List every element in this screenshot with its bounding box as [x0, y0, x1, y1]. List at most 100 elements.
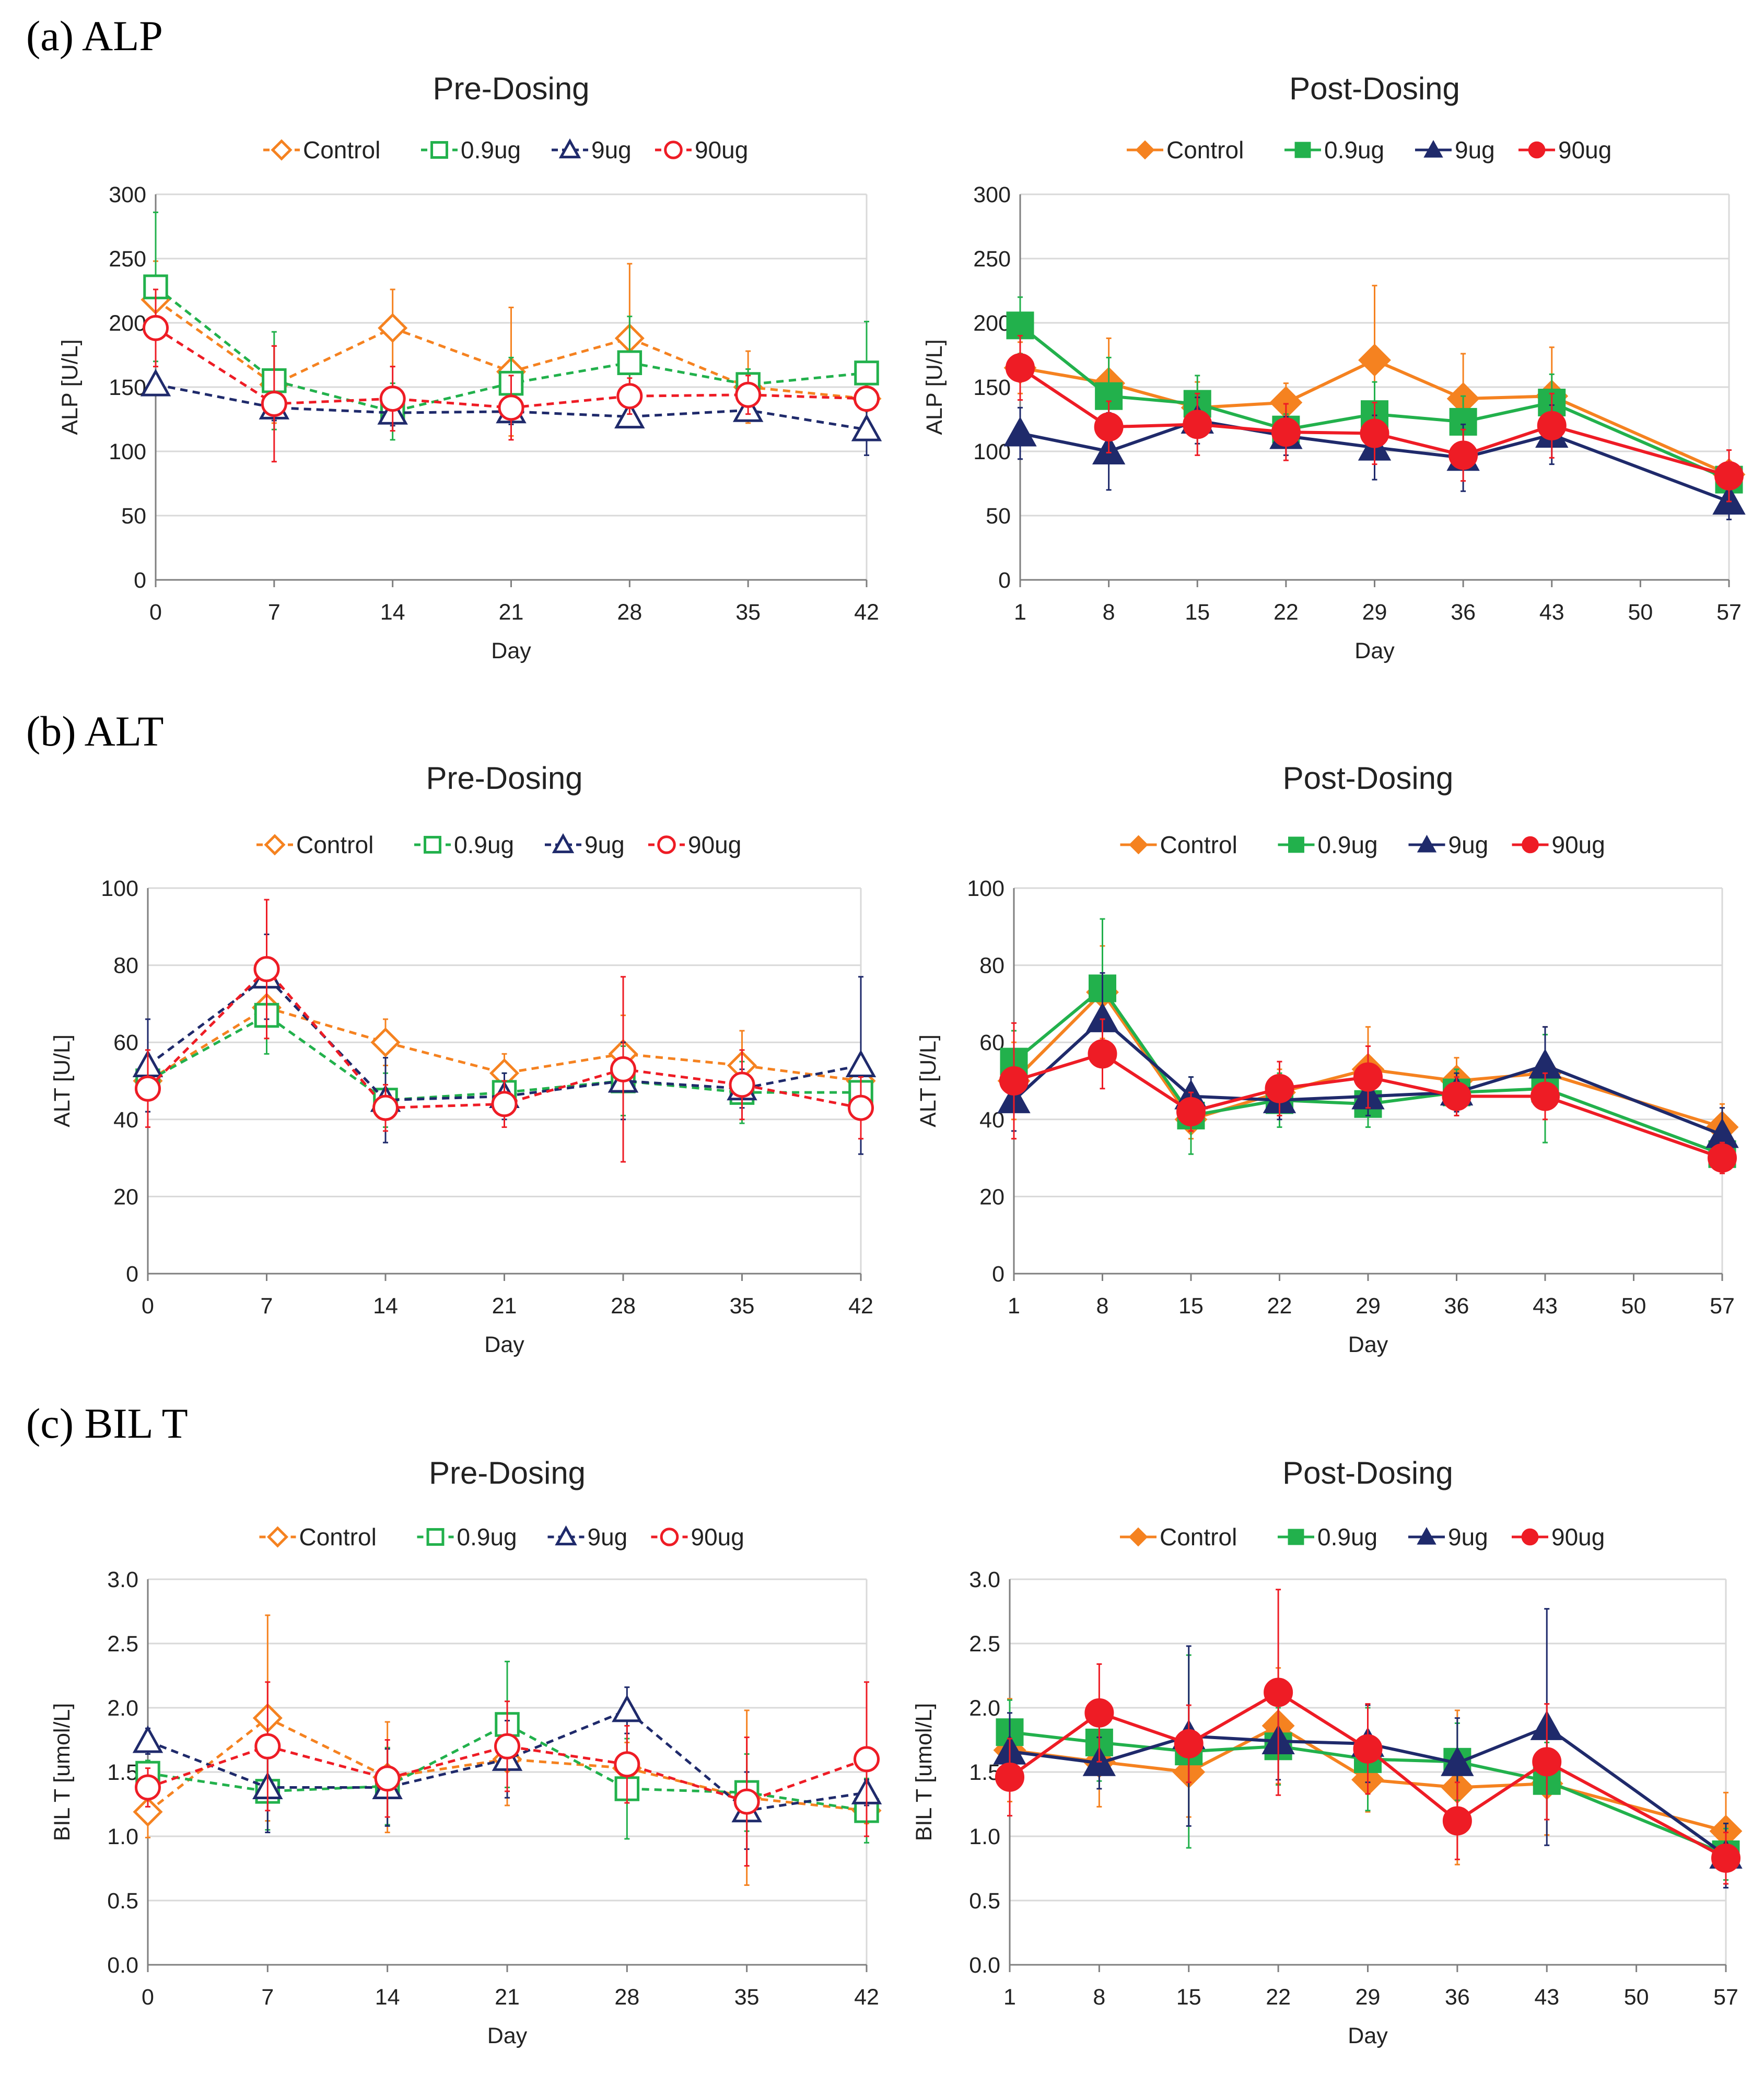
x-tick-label: 8 [1096, 1293, 1109, 1319]
legend-label: Control [1166, 136, 1244, 164]
y-tick-label: 250 [973, 247, 1011, 272]
x-tick-label: 29 [1362, 600, 1387, 625]
legend-item: 90ug [1518, 136, 1611, 164]
x-axis-title: Day [484, 1332, 524, 1357]
legend-label: 0.9ug [457, 1523, 517, 1551]
legend-marker [1423, 139, 1443, 158]
legend-label: 0.9ug [1317, 1523, 1377, 1551]
x-tick-label: 15 [1176, 1985, 1201, 2010]
data-point [1271, 417, 1301, 447]
legend-label: 90ug [1558, 136, 1611, 164]
legend-item: Control [1127, 136, 1244, 164]
legend-label: Control [303, 136, 380, 164]
series-line [1009, 1690, 1727, 1860]
legend-label: Control [1160, 1523, 1237, 1551]
legend-label: 90ug [691, 1523, 744, 1551]
y-tick-label: 80 [113, 953, 138, 978]
x-tick-label: 36 [1451, 600, 1476, 625]
data-point [1532, 1747, 1562, 1777]
legend-marker [271, 139, 293, 161]
legend-item: Control [1120, 831, 1237, 858]
legend-item: 0.9ug [1278, 831, 1378, 858]
legend-marker [555, 1525, 577, 1546]
y-axis-title: BIL T [umol/L] [912, 1703, 937, 1842]
y-tick-label: 0 [126, 1262, 138, 1287]
y-tick-label: 100 [967, 876, 1004, 901]
y-tick-label: 0.0 [107, 1953, 138, 1978]
series-line [1009, 1730, 1727, 1856]
y-tick-label: 2.5 [107, 1631, 138, 1657]
data-point [1711, 1843, 1740, 1873]
series-line [1019, 324, 1730, 481]
chart-title: Post-Dosing [1283, 761, 1454, 796]
y-axis-title: ALP [U/L] [57, 339, 83, 435]
data-point [1174, 1729, 1204, 1758]
x-tick-label: 35 [730, 1293, 755, 1319]
legend-item: 9ug [1415, 136, 1495, 164]
y-tick-label: 40 [113, 1108, 138, 1133]
series-line [1013, 986, 1723, 1156]
data-point [1537, 411, 1567, 440]
y-tick-label: 0.0 [969, 1953, 1000, 1978]
data-point [999, 1066, 1029, 1096]
data-point [378, 313, 408, 343]
legend-label: 90ug [695, 136, 748, 164]
y-tick-label: 20 [979, 1184, 1004, 1209]
legend: Control 0.9ug 9ug 90ug [1120, 831, 1605, 858]
data-point [1183, 410, 1212, 439]
data-point [1442, 1081, 1471, 1111]
x-tick-label: 35 [734, 1985, 760, 2010]
legend-item: 0.9ug [414, 831, 514, 858]
legend-item: 90ug [651, 1523, 744, 1551]
data-point [1714, 461, 1744, 491]
y-tick-label: 0.5 [969, 1889, 1000, 1914]
legend-item: 0.9ug [417, 1523, 517, 1551]
legend-marker [1128, 1527, 1148, 1547]
legend-marker [1288, 1529, 1304, 1545]
x-tick-label: 42 [854, 600, 879, 625]
data-point [1448, 440, 1478, 470]
series-0-9ug [1006, 296, 1743, 494]
x-tick-label: 36 [1444, 1293, 1469, 1319]
legend-item: Control [263, 136, 380, 164]
legend-marker [1294, 142, 1311, 158]
data-point [1441, 1746, 1474, 1776]
legend-marker [266, 1526, 289, 1548]
data-point [848, 1094, 874, 1121]
chart-3: Pre-Dosing Control 0.9ug 9ug 90ug 0 20 40 60 80 10… [50, 761, 877, 1357]
data-point [374, 1765, 401, 1792]
y-tick-label: 20 [113, 1184, 138, 1209]
legend-label: 9ug [588, 1523, 628, 1551]
legend-item: 0.9ug [421, 136, 521, 164]
y-tick-label: 200 [973, 311, 1011, 336]
legend-item: 9ug [1408, 831, 1488, 858]
series-90ug [995, 1589, 1740, 1885]
series-90ug [135, 1681, 880, 1867]
x-tick-label: 29 [1356, 1293, 1381, 1319]
data-point [995, 1762, 1024, 1792]
y-tick-label: 1.0 [969, 1824, 1000, 1849]
data-point [1265, 1074, 1294, 1103]
y-tick-label: 80 [979, 953, 1004, 978]
legend-marker [657, 835, 676, 854]
data-point [254, 1733, 281, 1759]
legend-item: 90ug [1512, 1523, 1605, 1551]
legend: Control 0.9ug 9ug 90ug [256, 831, 741, 858]
chart-title: Pre-Dosing [426, 761, 582, 796]
legend-marker [552, 833, 575, 854]
x-tick-label: 36 [1445, 1985, 1470, 2010]
x-tick-label: 22 [1274, 600, 1299, 625]
x-tick-label: 43 [1539, 600, 1564, 625]
x-tick-label: 43 [1534, 1985, 1559, 2010]
chart-title: Pre-Dosing [429, 1455, 586, 1490]
legend-marker [264, 834, 286, 856]
data-point [379, 386, 406, 412]
x-tick-label: 28 [614, 1985, 639, 2010]
y-tick-label: 0 [998, 568, 1011, 593]
data-point [1006, 353, 1035, 383]
x-tick-label: 42 [848, 1293, 873, 1319]
y-axis-title: BIL T [umol/L] [50, 1703, 75, 1842]
x-tick-label: 22 [1266, 1985, 1291, 2010]
panel-label: (b) ALT [26, 707, 163, 755]
